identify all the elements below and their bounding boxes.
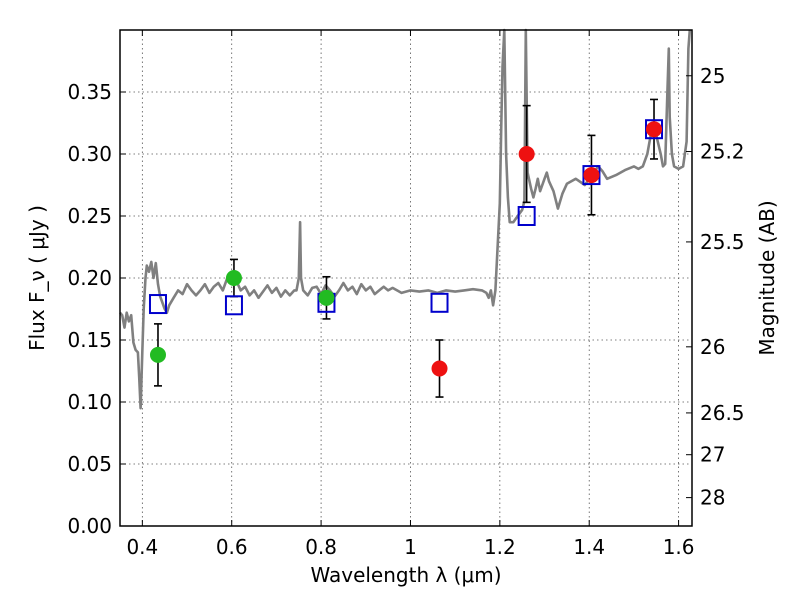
data-point-marker bbox=[149, 346, 166, 363]
data-point-marker bbox=[318, 289, 335, 306]
right-axis-title: Magnitude (AB) bbox=[755, 200, 779, 355]
x-tick-label: 0.4 bbox=[126, 535, 158, 559]
spectrum-line bbox=[119, 28, 692, 410]
y-tick-label: 0.35 bbox=[67, 80, 112, 104]
axis-ticks: 0.4 0.6 0.8 1 1.2 1.4 1.6 0.00 0.05 0.10 0.15 0.20 0… bbox=[67, 30, 745, 559]
spectrum-series bbox=[119, 28, 692, 410]
right-tick-label: 25.2 bbox=[700, 140, 745, 164]
y-tick-label: 0.20 bbox=[67, 266, 112, 290]
y-tick-label: 0.05 bbox=[67, 452, 112, 476]
model-square-marker bbox=[517, 206, 536, 226]
y-tick-label: 0.10 bbox=[67, 390, 112, 414]
right-tick-label: 25 bbox=[700, 64, 725, 88]
y-axis-title: Flux F_ν ( μJy ) bbox=[25, 205, 49, 351]
model-square-marker bbox=[430, 292, 449, 313]
x-tick-label: 1.2 bbox=[484, 535, 516, 559]
x-tick-label: 1.4 bbox=[573, 535, 605, 559]
data-point-marker bbox=[583, 167, 600, 184]
x-tick-label: 1 bbox=[404, 535, 417, 559]
x-axis-title: Wavelength λ (μm) bbox=[310, 563, 501, 587]
right-tick-label: 27 bbox=[700, 443, 725, 467]
y-tick-label: 0.00 bbox=[67, 514, 112, 538]
right-tick-label: 26 bbox=[700, 335, 725, 359]
right-tick-label: 25.5 bbox=[700, 230, 745, 254]
photometry-markers bbox=[148, 98, 664, 398]
y-tick-label: 0.30 bbox=[67, 142, 112, 166]
x-tick-label: 1.6 bbox=[663, 535, 695, 559]
data-point-marker bbox=[431, 360, 448, 377]
data-point-marker bbox=[518, 146, 535, 162]
data-point-marker bbox=[646, 121, 663, 138]
x-tick-label: 0.8 bbox=[305, 535, 337, 559]
data-point-marker bbox=[225, 270, 242, 286]
right-tick-label: 28 bbox=[700, 486, 725, 510]
y-tick-label: 0.15 bbox=[67, 328, 112, 352]
model-square-marker bbox=[224, 295, 243, 316]
y-tick-label: 0.25 bbox=[67, 204, 112, 228]
grid-lines bbox=[120, 30, 692, 526]
model-square-marker bbox=[148, 294, 167, 315]
x-tick-label: 0.6 bbox=[216, 535, 248, 559]
right-tick-label: 26.5 bbox=[700, 401, 745, 425]
